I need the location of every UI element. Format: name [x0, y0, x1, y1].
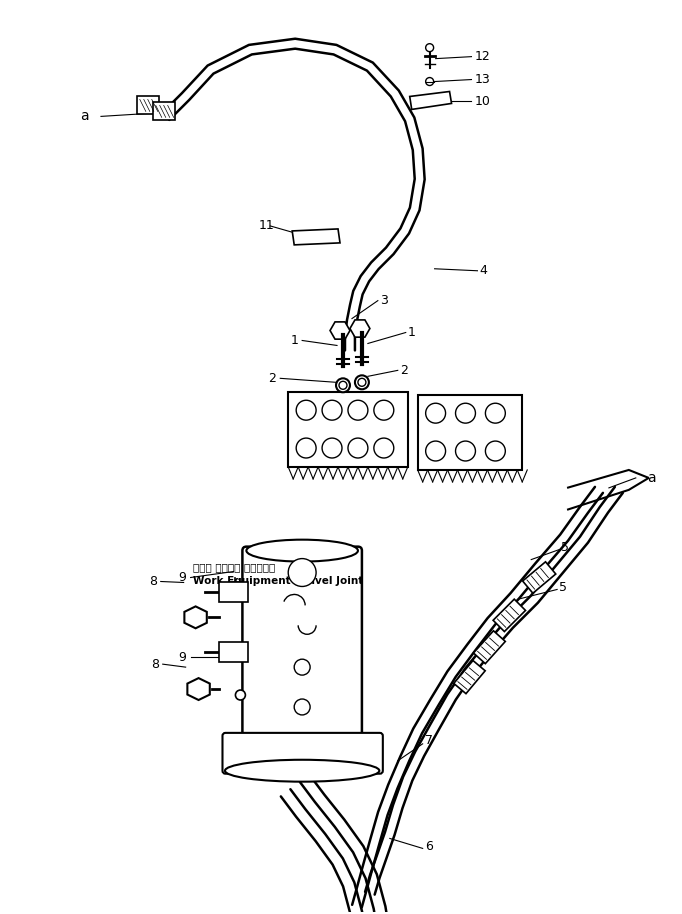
- Polygon shape: [473, 631, 505, 664]
- Polygon shape: [292, 228, 340, 245]
- Text: 8: 8: [151, 658, 159, 671]
- Circle shape: [294, 659, 310, 675]
- Ellipse shape: [246, 539, 358, 561]
- Polygon shape: [330, 322, 350, 339]
- Polygon shape: [493, 600, 526, 632]
- Bar: [288, 392, 408, 467]
- Circle shape: [486, 441, 505, 461]
- Text: 12: 12: [475, 50, 490, 63]
- Polygon shape: [522, 562, 556, 593]
- Circle shape: [374, 438, 394, 458]
- Circle shape: [374, 400, 394, 420]
- Circle shape: [288, 558, 316, 587]
- Circle shape: [296, 400, 316, 420]
- Circle shape: [456, 403, 475, 423]
- Circle shape: [456, 441, 475, 461]
- Circle shape: [235, 690, 246, 700]
- Bar: [417, 395, 522, 470]
- Polygon shape: [350, 320, 370, 337]
- Text: 7: 7: [425, 734, 432, 748]
- Circle shape: [339, 381, 347, 389]
- Text: 6: 6: [425, 840, 432, 853]
- Ellipse shape: [225, 760, 379, 781]
- Text: 5: 5: [559, 581, 567, 594]
- Text: 11: 11: [258, 219, 274, 232]
- Text: 2: 2: [400, 364, 408, 377]
- Bar: [218, 643, 248, 662]
- Text: a: a: [80, 110, 89, 123]
- Circle shape: [348, 400, 368, 420]
- FancyBboxPatch shape: [137, 97, 159, 114]
- Text: 13: 13: [475, 73, 490, 86]
- Text: 4: 4: [479, 264, 488, 277]
- Circle shape: [296, 438, 316, 458]
- Circle shape: [322, 400, 342, 420]
- Circle shape: [355, 376, 369, 389]
- Text: 9: 9: [179, 571, 187, 584]
- Circle shape: [336, 378, 350, 392]
- Text: 8: 8: [149, 575, 157, 588]
- Bar: [218, 582, 248, 602]
- Circle shape: [348, 438, 368, 458]
- Circle shape: [358, 378, 366, 387]
- Circle shape: [322, 438, 342, 458]
- Text: a: a: [647, 471, 655, 485]
- Polygon shape: [410, 91, 451, 110]
- Circle shape: [426, 441, 445, 461]
- Text: 10: 10: [475, 95, 490, 108]
- FancyBboxPatch shape: [242, 547, 362, 749]
- Circle shape: [294, 699, 310, 715]
- Text: 3: 3: [380, 294, 387, 307]
- Polygon shape: [188, 678, 210, 700]
- Circle shape: [426, 403, 445, 423]
- Text: 2: 2: [268, 372, 276, 385]
- FancyBboxPatch shape: [153, 102, 175, 121]
- Text: 5: 5: [561, 541, 569, 554]
- Polygon shape: [184, 606, 207, 628]
- FancyBboxPatch shape: [222, 733, 383, 774]
- Text: 1: 1: [408, 326, 415, 339]
- Polygon shape: [454, 661, 485, 694]
- Circle shape: [486, 403, 505, 423]
- Text: 作業機 スイベル ジョイント: 作業機 スイベル ジョイント: [192, 562, 275, 572]
- Text: 1: 1: [291, 334, 298, 347]
- Text: Work Equipment Swivel Joint: Work Equipment Swivel Joint: [192, 577, 363, 587]
- Text: 9: 9: [179, 651, 187, 664]
